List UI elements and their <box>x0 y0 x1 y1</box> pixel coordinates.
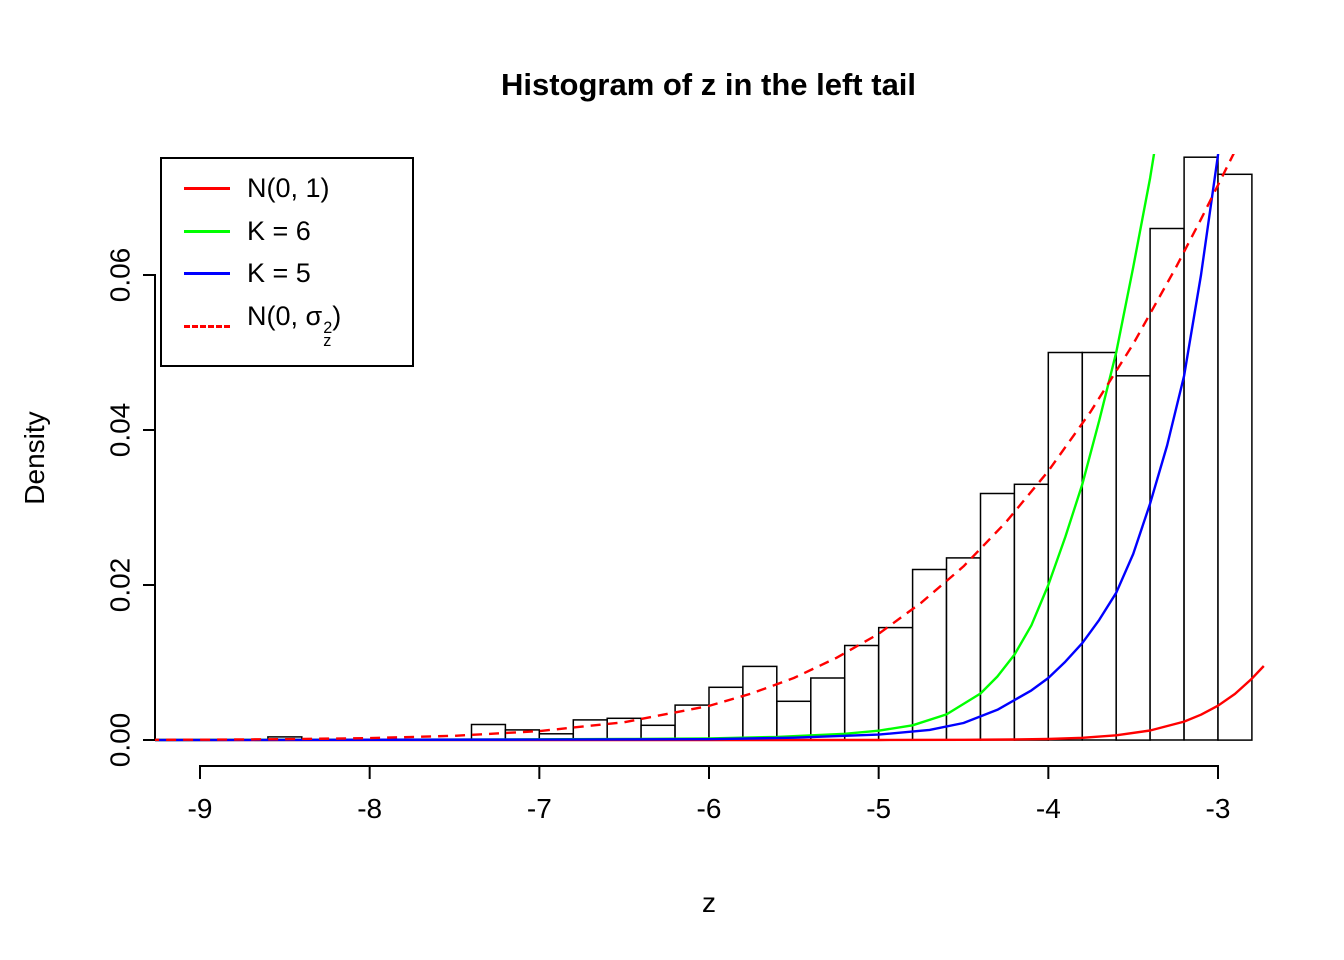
legend-item-k6: K = 6 <box>184 215 406 246</box>
histogram-bar <box>708 686 744 741</box>
curve-k5 <box>155 154 1220 742</box>
histogram-bar <box>606 717 642 741</box>
histogram-bar <box>843 644 880 741</box>
legend-subscript: z <box>323 332 332 351</box>
histogram-bar <box>945 557 982 741</box>
histogram-bar <box>1047 351 1083 741</box>
histogram-bar <box>979 492 1016 741</box>
x-tick-label: -9 <box>188 793 213 824</box>
histogram-bar <box>810 677 846 741</box>
x-tick-label: -4 <box>1036 793 1061 824</box>
x-tick-label: -5 <box>866 793 891 824</box>
histogram-bar <box>911 568 948 741</box>
histogram-bar <box>470 723 507 741</box>
histogram-bar <box>776 700 812 741</box>
curve-n01 <box>155 665 1265 742</box>
histogram-bar <box>1183 156 1219 741</box>
y-tick-label: 0.04 <box>105 403 136 458</box>
legend-line-sample-k5 <box>184 272 230 276</box>
histogram-bar <box>1115 375 1151 741</box>
histogram <box>267 156 1253 741</box>
histogram-bar <box>1217 173 1253 741</box>
legend-label-n0sigma: N(0, σ 2 z) <box>247 301 342 351</box>
legend-item-n01: N(0, 1) <box>184 172 406 203</box>
legend-label-k6: K = 6 <box>247 215 311 246</box>
histogram-bar <box>1081 351 1117 741</box>
legend: N(0, 1) K = 6 K = 5 N(0, σ 2 z) <box>160 157 414 367</box>
x-tick-label: -6 <box>697 793 722 824</box>
legend-line-sample-n01 <box>184 186 230 190</box>
y-tick-label: 0.06 <box>105 248 136 303</box>
legend-label-n01: N(0, 1) <box>247 172 330 203</box>
x-tick-label: -7 <box>527 793 552 824</box>
legend-line-sample-n0sigma <box>184 324 230 328</box>
legend-superscript: 2 <box>323 318 333 337</box>
y-tick-label: 0.00 <box>105 713 136 768</box>
chart-title: Histogram of z in the left tail <box>500 67 917 102</box>
legend-item-n0sigma: N(0, σ 2 z) <box>184 303 406 349</box>
y-tick-label: 0.02 <box>105 558 136 613</box>
x-tick-label: -3 <box>1206 793 1231 824</box>
histogram-bar <box>572 719 608 741</box>
legend-label-k5: K = 5 <box>247 258 311 289</box>
legend-line-sample-k6 <box>184 229 230 233</box>
legend-item-k5: K = 5 <box>184 260 406 287</box>
curve-n0sigma <box>155 154 1235 741</box>
x-axis-label: z <box>702 887 716 918</box>
histogram-bar <box>1013 483 1050 741</box>
y-axis-label: Density <box>19 411 50 505</box>
histogram-bar <box>742 665 778 741</box>
histogram-bar <box>1149 227 1185 741</box>
x-tick-label: -8 <box>357 793 382 824</box>
histogram-bar <box>877 626 914 741</box>
